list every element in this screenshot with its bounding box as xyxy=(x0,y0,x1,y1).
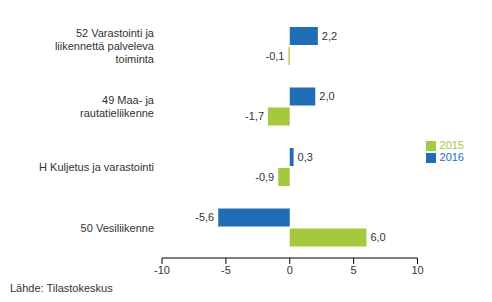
svg-text:52 Varastointi jaliikennettä p: 52 Varastointi jaliikennettä palvelevato… xyxy=(55,27,155,65)
svg-text:10: 10 xyxy=(411,264,423,276)
svg-text:-10: -10 xyxy=(154,264,170,276)
svg-text:50 Vesiliikenne: 50 Vesiliikenne xyxy=(81,222,154,234)
svg-text:-0,9: -0,9 xyxy=(255,171,274,183)
svg-text:0: 0 xyxy=(287,264,293,276)
svg-text:2,0: 2,0 xyxy=(319,90,334,102)
svg-text:-0,1: -0,1 xyxy=(266,50,285,62)
svg-text:H Kuljetus ja varastointi: H Kuljetus ja varastointi xyxy=(39,161,154,173)
svg-text:-5,6: -5,6 xyxy=(195,211,214,223)
html-text:2016: 2016 xyxy=(439,151,464,163)
svg-text:6,0: 6,0 xyxy=(370,231,385,243)
html-text:2015: 2015 xyxy=(439,138,464,151)
svg-text:-1,7: -1,7 xyxy=(245,110,264,122)
svg-text:49 Maa- jarautatieliikenne: 49 Maa- jarautatieliikenne xyxy=(80,94,155,119)
svg-text:-5: -5 xyxy=(221,264,231,276)
svg-text:2,2: 2,2 xyxy=(322,30,337,42)
html-text:Lähde: Tilastokeskus: Lähde: Tilastokeskus xyxy=(10,282,113,294)
svg-text:5: 5 xyxy=(351,264,357,276)
svg-text:0,3: 0,3 xyxy=(298,151,313,163)
